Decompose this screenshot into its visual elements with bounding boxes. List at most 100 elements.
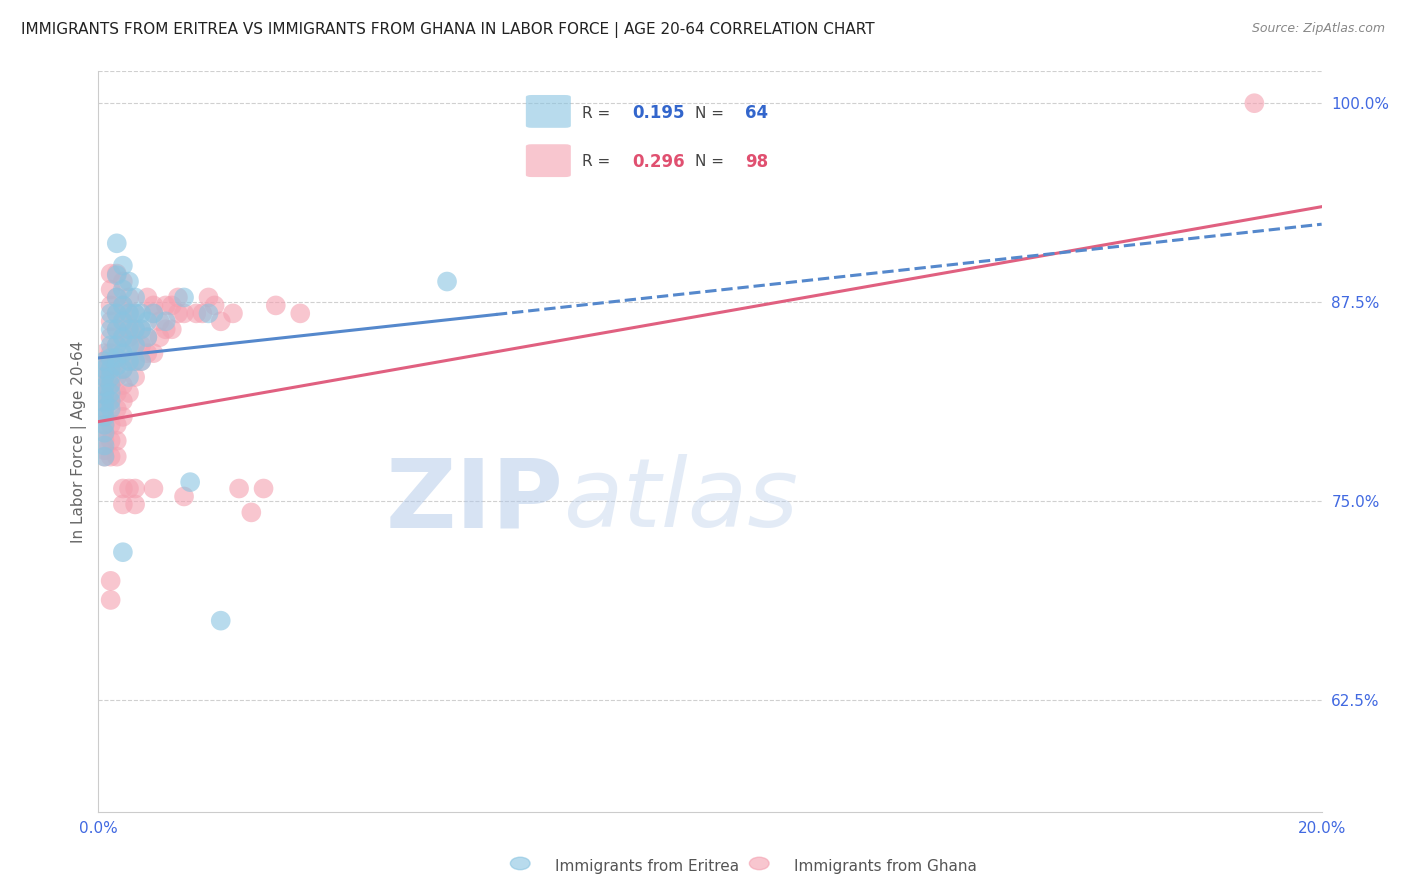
Point (105, 290, 128, 304)
Point (118, 386, 141, 401)
Point (118, 354, 141, 368)
Point (186, 306, 208, 320)
Point (93, 409, 115, 424)
Point (124, 370, 146, 384)
Point (142, 306, 165, 320)
Point (93, 434, 115, 448)
Text: ZIP: ZIP (385, 454, 564, 548)
Point (173, 490, 195, 504)
Point (100, 378, 122, 392)
Point (124, 306, 146, 320)
Point (173, 290, 195, 304)
Point (111, 362, 134, 376)
Point (93, 425, 115, 440)
Point (111, 498, 134, 512)
Point (160, 322, 183, 336)
Point (93, 450, 115, 464)
Point (136, 346, 159, 360)
Point (124, 338, 146, 352)
Text: atlas: atlas (564, 454, 799, 548)
Point (124, 306, 146, 320)
Point (142, 346, 165, 360)
Point (100, 298, 122, 312)
Point (93, 379, 115, 393)
Point (197, 306, 219, 320)
Point (105, 351, 128, 365)
Point (93, 362, 115, 376)
Point (111, 283, 134, 297)
Point (105, 322, 128, 336)
Point (142, 298, 165, 312)
Point (111, 545, 134, 559)
FancyBboxPatch shape (526, 145, 571, 177)
Point (228, 482, 250, 496)
Point (118, 275, 141, 289)
Point (129, 322, 152, 336)
Point (111, 482, 134, 496)
Point (136, 290, 159, 304)
Point (167, 306, 190, 320)
Point (149, 314, 172, 328)
Text: R =: R = (582, 106, 616, 121)
Point (197, 290, 219, 304)
Point (100, 322, 122, 336)
Point (100, 330, 122, 344)
Point (111, 346, 134, 360)
Point (111, 362, 134, 376)
Point (290, 306, 312, 320)
Point (100, 267, 122, 281)
Point (105, 290, 128, 304)
Text: 64: 64 (745, 104, 768, 122)
Point (111, 275, 134, 289)
Point (100, 401, 122, 416)
Point (222, 306, 245, 320)
Point (105, 354, 128, 368)
Point (155, 322, 177, 336)
Point (118, 338, 141, 352)
Point (100, 593, 122, 607)
Point (111, 378, 134, 392)
Point (105, 338, 128, 352)
Point (155, 314, 177, 328)
Point (93, 370, 115, 384)
Point (209, 314, 232, 328)
Point (1243, 96, 1265, 111)
Point (100, 393, 122, 408)
Point (124, 354, 146, 368)
Point (111, 409, 134, 424)
Point (111, 314, 134, 328)
Point (142, 306, 165, 320)
Point (179, 475, 201, 490)
Point (93, 354, 115, 368)
Point (111, 393, 134, 408)
Point (118, 290, 141, 304)
Point (100, 393, 122, 408)
Point (118, 330, 141, 344)
Point (124, 322, 146, 336)
Point (100, 450, 122, 464)
Point (105, 338, 128, 352)
Point (93, 401, 115, 416)
Point (100, 434, 122, 448)
Point (105, 359, 128, 373)
Point (105, 401, 128, 416)
Text: N =: N = (695, 154, 728, 169)
Point (93, 386, 115, 401)
Point (93, 387, 115, 401)
Point (264, 298, 287, 312)
Text: N =: N = (695, 106, 728, 121)
Point (129, 322, 152, 336)
Text: 0.296: 0.296 (633, 153, 685, 170)
Text: 98: 98 (745, 153, 768, 170)
Point (111, 259, 134, 273)
Point (118, 306, 141, 320)
Point (93, 417, 115, 432)
Point (155, 298, 177, 312)
Point (129, 338, 152, 352)
Point (100, 417, 122, 432)
Point (111, 298, 134, 312)
Text: Immigrants from Eritrea: Immigrants from Eritrea (555, 859, 740, 874)
Point (136, 330, 159, 344)
Point (93, 401, 115, 416)
Point (93, 362, 115, 376)
